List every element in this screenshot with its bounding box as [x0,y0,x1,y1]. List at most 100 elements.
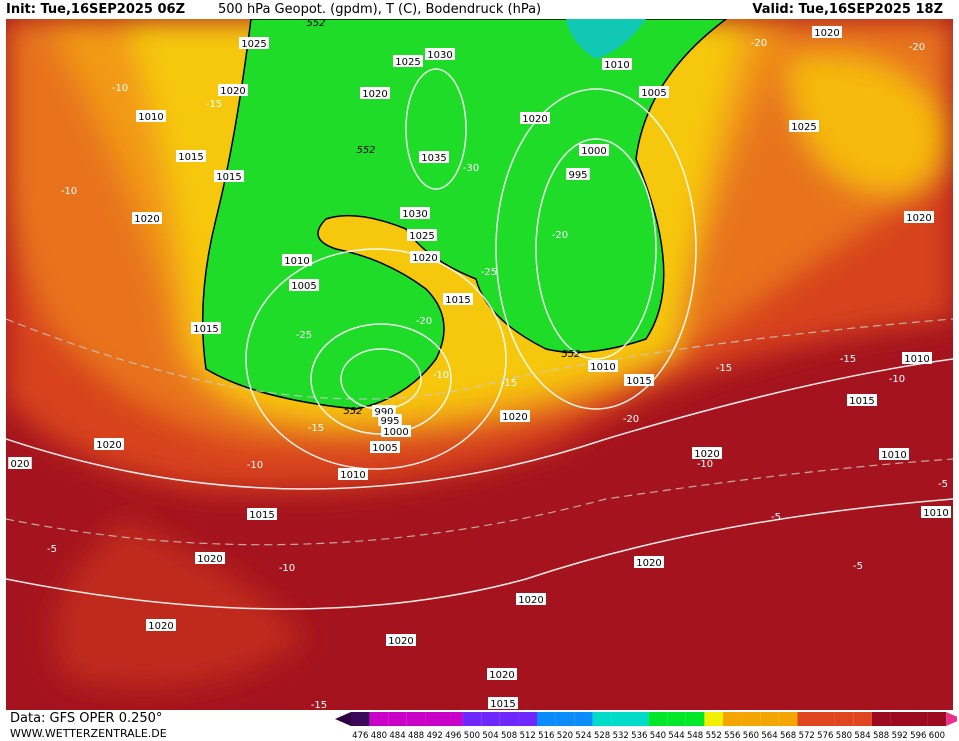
color-bar-label: 564 [761,731,777,741]
color-swatch [462,712,482,726]
isobar-label-box [902,352,932,364]
isobar-label-box [176,150,206,162]
isobar-label-box [921,506,951,518]
color-swatch [499,712,519,726]
isobar-label: 1015 [216,172,241,183]
isobar-label-box [195,552,225,564]
color-bar-label: 576 [817,731,833,741]
isobar-label: 1020 [489,670,514,681]
color-swatch [537,712,556,726]
geopotential-label: 552 [561,349,580,360]
color-swatch [351,712,370,726]
isobar-label-box [407,229,437,241]
color-bar-label: 560 [743,731,759,741]
color-bar-label: 580 [836,731,852,741]
isobar-label: 1020 [134,214,159,225]
color-swatch [834,712,854,726]
isobar-label: 1005 [291,281,316,292]
site-url: WWW.WETTERZENTRALE.DE [10,727,167,740]
isobar-label-box [566,168,590,180]
color-swatch [630,712,649,726]
temperature-label: -20 [751,38,767,49]
map: 1025 1025 1030 1020 1020 1010 1015 1015 1020 1035… [6,19,953,710]
temperature-label: -5 [938,479,948,490]
isobar-label-box [487,668,517,680]
temperature-label: -10 [433,370,449,381]
isobar-label: 1010 [138,112,163,123]
color-bar-label: 548 [687,731,703,741]
color-bar-label: 556 [724,731,740,741]
isobar-label: 1020 [906,213,931,224]
temperature-label: -10 [112,83,128,94]
color-swatch [406,712,426,726]
color-swatch [890,712,909,726]
isobar-label-box [516,593,546,605]
isobar-label-box [520,112,550,124]
isobar-label-box [579,144,609,156]
isobar-label: 995 [568,170,587,181]
color-swatch [592,712,612,726]
temperature-label: -25 [296,330,312,341]
isobar-label-box [425,48,455,60]
data-source: Data: GFS OPER 0.250° [10,711,163,726]
color-swatch [574,712,593,726]
color-swatch [518,712,537,726]
isobar-label: 1025 [241,39,266,50]
color-swatch [369,712,389,726]
color-bar: 476 480 484 488 492 496 500 504 508 512 516 520 524 5… [335,712,957,741]
isobar-label-box [132,212,162,224]
isobar-label-box [443,293,473,305]
temperature-label: -15 [501,378,517,389]
isobar-label-box [904,211,934,223]
isobar-label-box [400,207,430,219]
isobar-label-box [847,394,877,406]
color-swatch [555,712,575,726]
isobar-label-box [214,170,244,182]
isobar-label-box [386,634,416,646]
temperature-label: -5 [47,544,57,555]
isobar-label: 1015 [490,699,515,710]
isobar-label-box [338,468,368,480]
color-bar-label: 528 [594,731,610,741]
isobar-label-box [360,87,390,99]
color-swatch [685,712,705,726]
isobar-label-box [289,279,319,291]
color-bar-label: 544 [668,731,684,741]
isobar-label: 1020 [814,28,839,39]
isobar-label-box [634,556,664,568]
isobar-label-box [639,86,669,98]
isobar-label-box [488,697,518,709]
isobar-label: 1020 [694,449,719,460]
color-bar-label: 568 [780,731,796,741]
isobar-label: 1030 [427,50,452,61]
color-bar-label: 484 [389,731,405,741]
valid-time: Valid: Tue,16SEP2025 18Z [752,2,943,17]
temperature-label: -30 [463,163,479,174]
isobar-label: 1020 [148,621,173,632]
color-bar-label: 480 [371,731,387,741]
temperature-label: -10 [889,374,905,385]
isobar-label: 1000 [581,146,606,157]
isobar-label: 020 [10,459,29,470]
temperature-label: -25 [481,267,497,278]
isobar-label: 1015 [178,152,203,163]
isobar-label: 1020 [197,554,222,565]
temperature-label: -15 [311,700,327,710]
isobar-label: 1020 [518,595,543,606]
color-swatch [444,712,463,726]
isobar-label: 1015 [626,376,651,387]
temperature-label: -15 [206,99,222,110]
isobar-label-box [370,441,400,453]
isobar-label-box [8,457,32,469]
color-swatch [667,712,686,726]
isobar-label: 1005 [641,88,666,99]
isobar-label: 995 [380,416,399,427]
color-bar-high-arrow [946,712,957,726]
isobar-label-box [146,619,176,631]
color-bar-label: 592 [892,731,908,741]
isobar-label-box [247,508,277,520]
isobar-label-box [378,414,402,426]
isobar-label: 1020 [502,412,527,423]
color-swatch [648,712,668,726]
color-bar-label: 532 [613,731,629,741]
